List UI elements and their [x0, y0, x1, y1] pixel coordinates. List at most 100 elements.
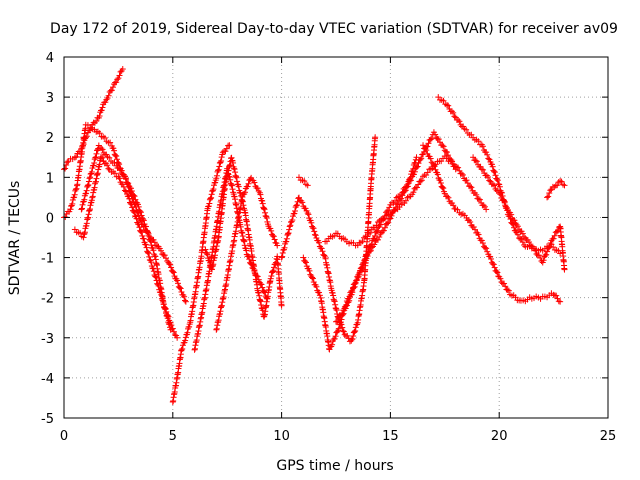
data-point: [381, 213, 388, 220]
data-point: [225, 170, 232, 177]
data-point: [87, 174, 94, 181]
data-point: [278, 302, 285, 309]
data-point: [316, 292, 323, 299]
x-tick-label: 0: [60, 429, 68, 444]
data-point: [144, 228, 151, 235]
data-point: [545, 244, 552, 251]
data-point: [278, 254, 285, 261]
data-point: [182, 337, 189, 344]
data-point: [241, 242, 248, 249]
data-point: [166, 321, 173, 328]
data-point: [102, 99, 109, 106]
axis-ticks: 0 5 10 15 20 25 -5 -4 -3 -2 -1 0 1 2 3 4: [41, 51, 616, 444]
data-point: [311, 228, 318, 235]
data-point: [333, 318, 339, 325]
y-tick-label: -5: [41, 412, 54, 427]
data-point: [144, 249, 151, 256]
data-point: [284, 230, 291, 237]
data-point: [331, 297, 338, 304]
data-point: [417, 156, 424, 163]
data-point: [486, 177, 493, 184]
data-point: [162, 310, 169, 317]
data-point: [268, 273, 275, 280]
data-point: [98, 107, 105, 114]
data-point: [459, 171, 466, 178]
data-point: [233, 174, 240, 181]
data-point: [392, 197, 399, 204]
data-point: [561, 266, 568, 273]
data-point: [373, 228, 380, 235]
data-point: [385, 207, 392, 214]
data-point: [483, 149, 490, 156]
data-point: [496, 189, 503, 196]
data-point: [483, 245, 490, 252]
data-point: [385, 219, 392, 226]
data-point: [210, 186, 217, 193]
data-point: [81, 196, 88, 203]
data-point: [228, 154, 235, 161]
data-point: [105, 92, 112, 99]
data-point: [128, 192, 135, 199]
y-tick-label: -2: [41, 292, 54, 307]
data-point: [440, 143, 447, 150]
data-point: [223, 176, 230, 183]
data-point: [300, 254, 307, 261]
data-point: [244, 183, 251, 190]
data-point: [209, 187, 216, 194]
data-point: [311, 231, 318, 238]
data-point: [130, 208, 137, 215]
data-point: [241, 238, 248, 245]
data-point: [270, 267, 277, 274]
data-point: [160, 300, 167, 307]
data-point: [427, 136, 434, 143]
data-point: [508, 211, 515, 218]
data-point: [306, 267, 313, 274]
data-point: [291, 207, 298, 214]
data-point: [233, 173, 240, 180]
x-axis-label: GPS time / hours: [276, 458, 393, 474]
data-point: [105, 165, 112, 172]
y-tick-label: -4: [41, 372, 54, 387]
data-point: [129, 195, 136, 202]
data-point: [216, 163, 223, 170]
data-point: [557, 177, 564, 184]
data-point: [431, 163, 438, 170]
data-point: [349, 289, 356, 296]
data-point: [371, 235, 378, 242]
data-point: [350, 333, 357, 340]
data-point: [137, 216, 144, 223]
data-point: [351, 328, 358, 335]
data-point: [153, 277, 160, 284]
data-point: [418, 155, 425, 162]
data-point: [228, 182, 235, 189]
y-tick-label: 3: [46, 91, 54, 106]
data-point: [167, 326, 174, 333]
data-point: [64, 159, 71, 166]
data-point: [170, 269, 177, 276]
data-point: [218, 154, 225, 161]
data-point: [174, 277, 181, 284]
data-point: [259, 200, 266, 207]
data-point: [259, 284, 266, 291]
data-point: [316, 289, 323, 296]
data-point: [511, 217, 518, 224]
data-point: [359, 238, 366, 245]
x-tick-label: 10: [273, 429, 290, 444]
data-point: [341, 331, 348, 338]
x-tick-label: 15: [382, 429, 399, 444]
data-point: [293, 202, 300, 209]
data-point: [535, 252, 542, 259]
data-point: [169, 268, 176, 275]
y-axis-label: SDTVAR / TECUs: [7, 181, 23, 296]
data-point: [251, 179, 258, 186]
data-point: [132, 213, 139, 220]
data-point: [78, 205, 85, 212]
data-point: [331, 335, 338, 342]
data-point: [98, 145, 105, 152]
data-point: [367, 229, 374, 236]
data-point: [161, 305, 168, 312]
data-point: [134, 209, 141, 216]
data-point: [497, 275, 504, 282]
data-point: [72, 186, 79, 193]
data-point: [338, 316, 345, 323]
